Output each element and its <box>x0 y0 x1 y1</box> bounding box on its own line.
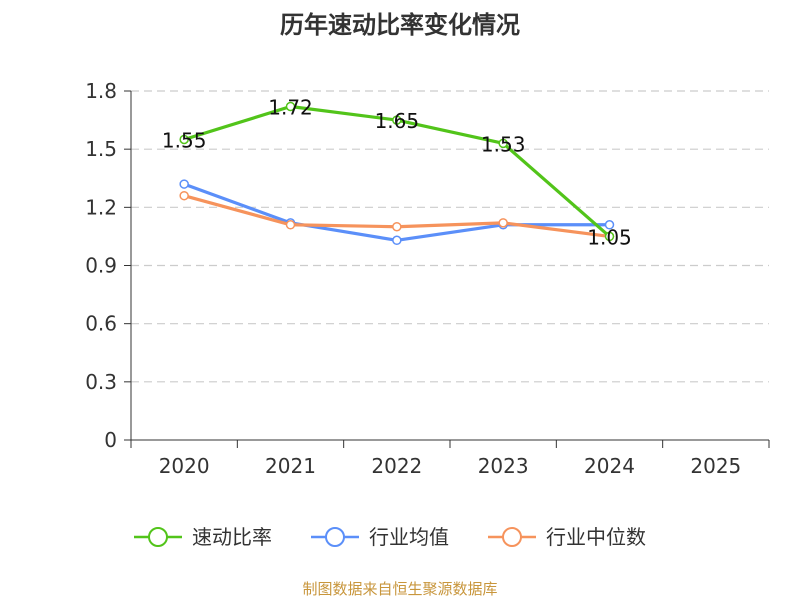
data-point <box>392 221 402 232</box>
data-point <box>604 220 615 230</box>
data-point <box>179 190 189 201</box>
grid-lines <box>131 90 769 383</box>
legend-item: 行业均值 <box>311 525 449 549</box>
legend-marker-icon <box>148 527 168 547</box>
data-point <box>179 134 189 145</box>
y-tick-label: 1.5 <box>85 137 117 161</box>
y-tick-label: 0.9 <box>85 254 117 278</box>
data-point <box>392 115 402 125</box>
data-point <box>604 231 615 242</box>
legend: 速动比率 行业均值 行业中位数 <box>134 525 646 549</box>
data-point <box>498 218 508 228</box>
y-tick-label: 1.8 <box>85 79 117 103</box>
x-tick-label: 2023 <box>478 454 529 478</box>
legend-item: 速动比率 <box>134 525 272 549</box>
legend-label: 行业均值 <box>369 525 449 549</box>
data-label: 1.55 <box>162 128 207 152</box>
data-point <box>285 101 296 112</box>
y-tick-label: 0 <box>104 428 117 452</box>
data-label: 1.53 <box>481 132 526 156</box>
series-group <box>179 101 615 246</box>
x-tick-label: 2020 <box>159 454 210 478</box>
x-tick-label: 2021 <box>265 454 316 478</box>
x-tick-label: 2025 <box>690 454 741 478</box>
y-tick-label: 1.2 <box>85 195 117 219</box>
data-label: 1.65 <box>375 109 420 133</box>
data-point <box>179 179 189 189</box>
data-point <box>498 138 508 149</box>
x-tick-label: 2022 <box>371 454 422 478</box>
legend-marker-icon <box>502 527 522 547</box>
legend-item: 行业中位数 <box>488 525 646 549</box>
data-point <box>392 235 402 246</box>
data-point <box>285 220 296 230</box>
x-tick-label: 2024 <box>584 454 635 478</box>
data-label: 1.72 <box>268 96 313 120</box>
legend-marker-icon <box>325 527 345 547</box>
legend-label: 行业中位数 <box>546 525 646 549</box>
y-tick-label: 0.6 <box>85 312 117 336</box>
source-note: 制图数据来自恒生聚源数据库 <box>302 580 497 598</box>
y-tick-label: 0.3 <box>85 370 117 394</box>
legend-label: 速动比率 <box>192 525 272 549</box>
tick-labels: 0 0.3 0.6 0.9 1.2 1.5 1.8 2020 2021 2022 2023 2024 2… <box>85 79 741 478</box>
data-labels: 1.55 1.72 1.65 1.53 1.05 <box>162 96 632 250</box>
data-label: 1.05 <box>587 225 632 249</box>
axes <box>124 90 770 448</box>
chart-title: 历年速动比率变化情况 <box>280 11 520 39</box>
